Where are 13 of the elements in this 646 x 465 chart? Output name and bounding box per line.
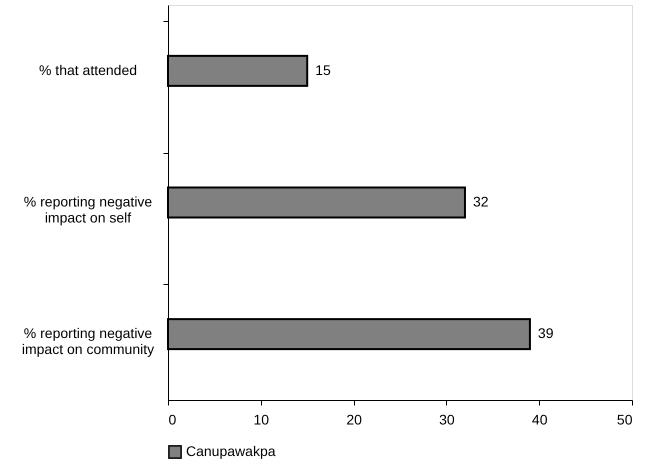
y-tick-label: % reporting negative impact on community	[22, 325, 154, 358]
data-label: 32	[472, 194, 489, 210]
x-tick-label: 10	[254, 412, 270, 428]
data-label: 39	[538, 325, 554, 342]
y-tick-label: % that attended	[38, 62, 138, 78]
x-tick-label: 40	[532, 412, 548, 428]
x-tick-label: 20	[346, 412, 362, 428]
data-label: 15	[315, 62, 331, 78]
x-tick-label: 30	[439, 412, 455, 428]
y-tick-label: % reporting negative impact on self	[24, 194, 152, 226]
x-tick-label: 0	[168, 412, 176, 428]
x-tick-label: 50	[616, 412, 633, 428]
legend-label: Canupawakpa	[186, 443, 276, 459]
